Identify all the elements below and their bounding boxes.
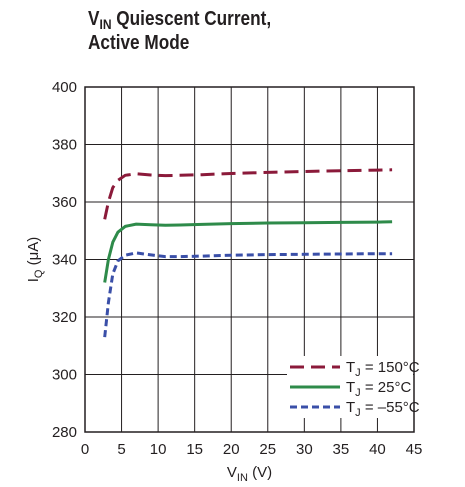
data-series [103, 168, 393, 338]
x-tick-label: 10 [150, 441, 167, 458]
title-subscript: IN [99, 16, 112, 32]
y-axis-label: IQ (μA) [25, 237, 45, 283]
series-line-2 [103, 251, 393, 338]
x-tick-label: 5 [117, 441, 125, 458]
x-tick-label: 15 [186, 441, 203, 458]
y-tick-label: 380 [52, 137, 77, 154]
y-tick-label: 320 [52, 309, 77, 326]
y-tick-label: 400 [52, 79, 77, 96]
y-axis-label-main: I [25, 278, 42, 282]
legend: TJ = 150°CTJ = 25°CTJ = –55°C [290, 359, 420, 419]
y-tick-label: 280 [52, 424, 77, 441]
plot-frame [84, 86, 415, 433]
x-tick-labels: 0 5 10 15 20 25 30 35 40 45 [81, 441, 423, 458]
x-tick-label: 25 [259, 441, 276, 458]
x-axis-label-sub: IN [237, 472, 248, 484]
x-tick-label: 35 [333, 441, 350, 458]
y-tick-label: 340 [52, 252, 77, 269]
legend-label-2: TJ = –55°C [346, 399, 420, 419]
series-line-0 [103, 168, 393, 220]
x-axis-label: VIN (V) [227, 464, 272, 484]
x-tick-label: 0 [81, 441, 89, 458]
x-tick-label: 20 [223, 441, 240, 458]
x-axis-label-main: V [227, 464, 237, 481]
title-rest: Quiescent Current, [111, 8, 272, 30]
y-tick-label: 360 [52, 194, 77, 211]
x-axis-label-unit: (V) [248, 464, 272, 481]
legend-label-0: TJ = 150°C [346, 359, 420, 379]
y-axis-label-sub: Q [33, 269, 45, 278]
title-v: V [88, 8, 100, 30]
chart-title-line1: VIN Quiescent Current, [88, 8, 271, 32]
y-tick-labels: 280 300 320 340 360 380 400 [52, 79, 77, 441]
x-tick-label: 40 [369, 441, 386, 458]
x-tick-label: 45 [406, 441, 423, 458]
chart-title-line2: Active Mode [88, 32, 190, 54]
x-tick-label: 30 [296, 441, 313, 458]
chart-title: VIN Quiescent Current, Active Mode [88, 8, 271, 55]
legend-label-1: TJ = 25°C [346, 379, 411, 399]
y-tick-label: 300 [52, 367, 77, 384]
y-axis-label-unit: (μA) [25, 237, 42, 270]
series-line-1 [103, 220, 393, 283]
